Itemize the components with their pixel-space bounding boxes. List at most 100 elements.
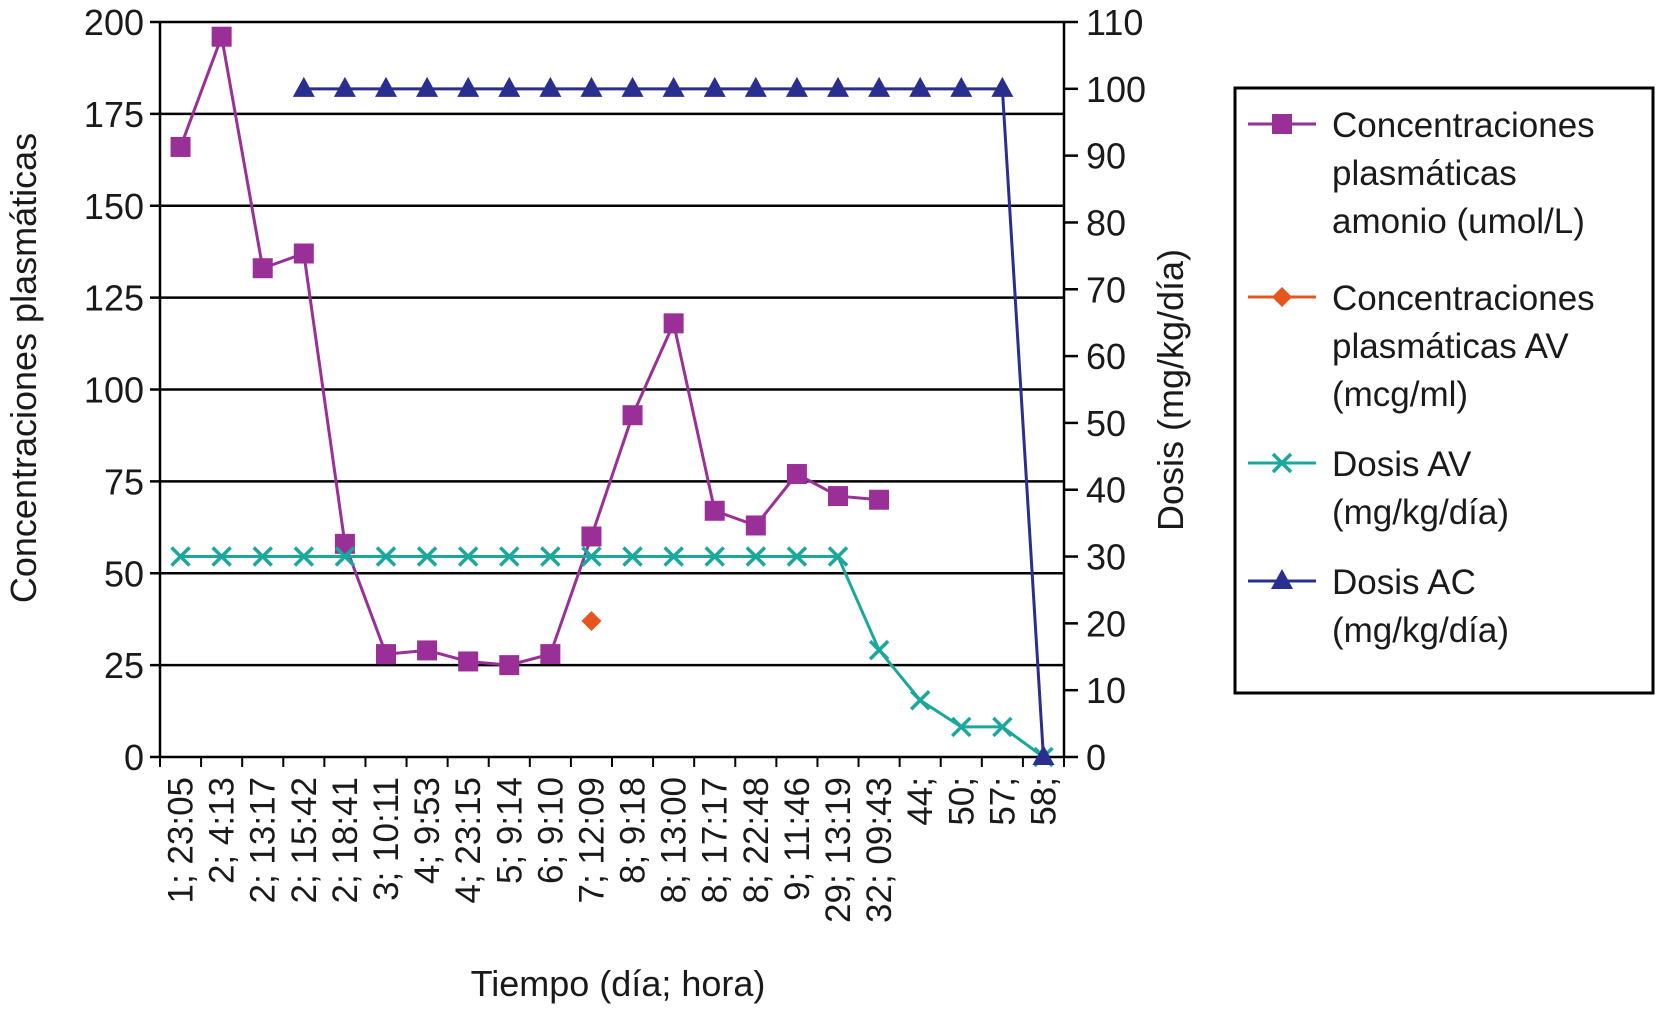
- x-axis-ticks: 1; 23:05 2; 4:13 2; 13:17 2; 15:42 2; 18:41 3…: [159, 757, 1065, 923]
- data-point-series-1: [622, 405, 643, 426]
- data-point-series-3: [663, 546, 684, 567]
- x-tick-label: 2; 13:17: [244, 777, 283, 904]
- data-point-series-4: [292, 76, 315, 97]
- legend-label-4: Dosis AC: [1332, 563, 1476, 602]
- data-point-series-1: [663, 313, 684, 334]
- data-point-series-4: [539, 76, 562, 97]
- data-point-series-1: [458, 651, 479, 672]
- left-tick-label: 100: [84, 370, 144, 411]
- left-tick-label: 25: [104, 645, 144, 686]
- x-tick-label: 1; 23:05: [162, 777, 201, 904]
- x-tick-label: 6; 9:10: [531, 777, 570, 884]
- left-tick-label: 125: [84, 278, 144, 319]
- data-point-series-1: [869, 489, 890, 510]
- legend-label-3: Dosis AV: [1332, 445, 1472, 484]
- legend-marker-3: [1271, 452, 1293, 474]
- data-point-series-1: [745, 515, 766, 536]
- legend-label-2: Concentraciones: [1332, 279, 1595, 318]
- right-tick-label: 0: [1086, 737, 1106, 778]
- data-point-series-3: [909, 689, 931, 711]
- x-tick-label: 5; 9:14: [490, 777, 529, 884]
- data-point-series-4: [950, 76, 973, 97]
- data-point-series-4: [457, 76, 480, 97]
- data-point-series-4: [909, 76, 932, 97]
- data-point-series-1: [499, 655, 520, 676]
- left-tick-label: 150: [84, 186, 144, 227]
- right-tick-label: 80: [1086, 202, 1126, 243]
- series-line-1: [179, 31, 880, 667]
- data-point-series-4: [416, 76, 439, 97]
- data-point-series-3: [211, 546, 232, 567]
- x-tick-label: 2; 4:13: [203, 777, 242, 884]
- data-point-series-3: [540, 546, 561, 567]
- right-tick-label: 90: [1086, 136, 1126, 177]
- x-tick-label: 9; 11:46: [778, 777, 817, 901]
- x-tick-label: 8; 17:17: [696, 777, 735, 904]
- data-point-series-3: [293, 546, 315, 567]
- data-point-series-1: [417, 640, 438, 661]
- legend-label-2: (mcg/ml): [1332, 375, 1468, 414]
- legend-marker-1: [1272, 114, 1292, 134]
- x-tick-label: 4; 9:53: [408, 777, 447, 884]
- data-point-series-4: [703, 76, 726, 97]
- data-point-series-1: [704, 500, 725, 521]
- right-axis-ticks: 0 10 20 30 40 50 60 70 80 90 100 110: [1064, 2, 1146, 778]
- x-tick-label: 2; 15:42: [285, 777, 324, 904]
- data-point-series-1: [211, 26, 232, 47]
- right-tick-label: 100: [1086, 69, 1146, 110]
- x-tick-label: 44;: [901, 777, 940, 826]
- data-point-series-1: [786, 464, 807, 485]
- data-point-series-4: [333, 76, 356, 97]
- data-point-series-3: [745, 546, 767, 567]
- series-line-4: [303, 87, 1045, 758]
- x-tick-label: 57;: [983, 777, 1022, 826]
- data-point-series-1: [334, 533, 355, 554]
- left-tick-label: 200: [84, 2, 144, 43]
- data-point-series-3: [868, 639, 890, 661]
- data-point-series-3: [827, 546, 849, 567]
- right-tick-label: 30: [1086, 537, 1126, 578]
- data-point-series-4: [991, 76, 1014, 97]
- legend-marker-4: [1271, 569, 1293, 589]
- data-point-series-3: [170, 546, 191, 567]
- data-point-series-4: [744, 76, 767, 97]
- right-tick-label: 60: [1086, 336, 1126, 377]
- data-point-series-3: [786, 546, 808, 567]
- data-point-series-4: [662, 76, 685, 97]
- data-point-series-4: [785, 76, 808, 97]
- left-axis-ticks: 0 25 50 75 100 125 150 175 200: [84, 2, 160, 778]
- x-tick-label: 8; 13:00: [655, 777, 694, 904]
- series-line-3: [180, 555, 1045, 759]
- right-tick-label: 110: [1086, 2, 1143, 43]
- legend-label-1: plasmáticas: [1332, 154, 1517, 193]
- legend-label-1: Concentraciones: [1332, 106, 1595, 145]
- x-tick-label: 50;: [942, 777, 981, 826]
- x-tick-label: 3; 10:11: [367, 777, 406, 901]
- right-tick-label: 20: [1086, 603, 1126, 644]
- y-axis-left-title: Concentraciones plasmáticas: [3, 133, 44, 603]
- series-markers: [170, 26, 1055, 768]
- data-point-series-2: [581, 611, 602, 632]
- data-point-series-1: [376, 644, 396, 665]
- data-point-series-3: [704, 546, 725, 567]
- gridlines: [160, 20, 1064, 667]
- data-point-series-1: [170, 136, 191, 157]
- data-point-series-4: [498, 76, 521, 97]
- series-lines: [179, 31, 1045, 759]
- x-tick-label: 8; 9:18: [614, 777, 653, 884]
- data-point-series-1: [293, 243, 314, 264]
- data-point-series-3: [992, 716, 1013, 738]
- x-axis-title: Tiempo (día; hora): [471, 963, 766, 1004]
- right-tick-label: 70: [1086, 269, 1126, 310]
- left-tick-label: 75: [104, 461, 144, 502]
- x-tick-label: 32; 09:43: [860, 777, 899, 923]
- right-tick-label: 40: [1086, 470, 1126, 511]
- right-tick-label: 50: [1086, 403, 1126, 444]
- data-point-series-3: [457, 546, 479, 567]
- data-point-series-4: [868, 76, 891, 97]
- right-tick-label: 10: [1086, 670, 1126, 711]
- data-point-series-3: [951, 716, 972, 738]
- legend-label-2: plasmáticas AV: [1332, 327, 1569, 366]
- left-tick-label: 0: [124, 737, 144, 778]
